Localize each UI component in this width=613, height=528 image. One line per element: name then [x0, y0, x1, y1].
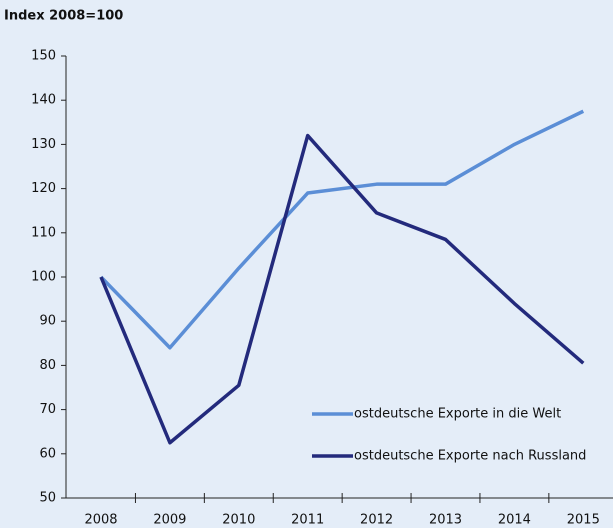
y-tick-label: 80: [39, 358, 56, 373]
y-tick-label: 130: [31, 137, 56, 152]
series-line: [99, 109, 585, 350]
x-tick-label: 2013: [429, 513, 462, 528]
y-tick-label: 60: [39, 446, 56, 461]
x-tick-label: 2009: [153, 513, 186, 528]
y-tick-label: 110: [31, 225, 56, 240]
legend-label: ostdeutsche Exporte nach Russland: [354, 449, 586, 464]
y-tick-label: 150: [31, 49, 56, 64]
y-tick-label: 140: [31, 93, 56, 108]
x-tick-label: 2011: [291, 513, 324, 528]
x-tick-label: 2010: [222, 513, 255, 528]
x-tick-label: 2015: [567, 513, 600, 528]
series-line: [99, 133, 585, 445]
legend-label: ostdeutsche Exporte in die Welt: [354, 407, 561, 422]
x-tick-label: 2012: [360, 513, 393, 528]
y-axis-label: Index 2008=100: [4, 9, 123, 24]
x-tick-label: 2008: [84, 513, 117, 528]
y-tick-label: 50: [39, 491, 56, 506]
y-tick-label: 100: [31, 270, 56, 285]
x-tick-label: 2014: [498, 513, 531, 528]
y-tick-label: 90: [39, 314, 56, 329]
y-tick-label: 120: [31, 181, 56, 196]
y-tick-label: 70: [39, 402, 56, 417]
